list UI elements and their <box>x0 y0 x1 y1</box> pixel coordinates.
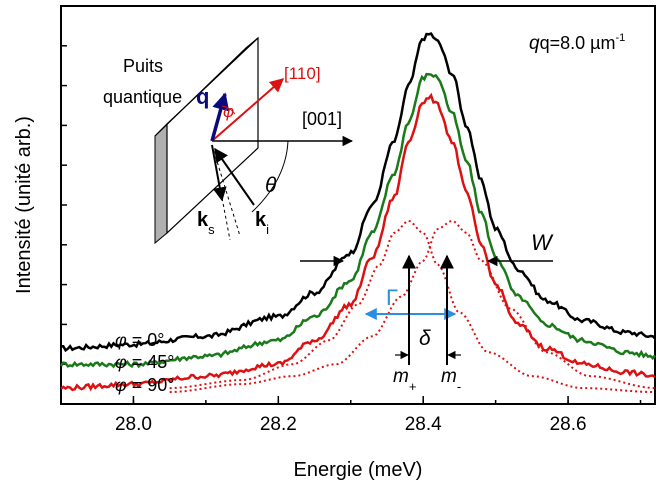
series-line-45 <box>59 72 656 369</box>
gamma-annotation: Γ <box>364 285 457 320</box>
width-annotation: W <box>300 230 554 267</box>
x-tick-label: 28.2 <box>260 414 297 435</box>
x-axis-label: Energie (meV) <box>294 459 423 481</box>
legend-phi-45: φ = 45° <box>115 352 174 372</box>
well-slab-top <box>154 37 259 137</box>
ks-vector <box>211 144 227 202</box>
mode-markers: δ m+ m- <box>393 254 461 394</box>
legend-phi-90: φ = 90° <box>115 375 174 395</box>
ki-vector <box>214 147 255 206</box>
x-tick-label: 28.6 <box>550 414 587 435</box>
series-line-90 <box>60 92 656 392</box>
well-label-1: Puits <box>123 56 163 76</box>
width-label: W <box>531 230 554 255</box>
axis-110-label: [110] <box>284 64 321 83</box>
x-tick-label: 28.4 <box>405 414 442 435</box>
ki-dashed <box>211 144 231 241</box>
legend: φ = 0° φ = 45° φ = 90° <box>115 330 174 395</box>
ks-dashed <box>211 144 241 237</box>
well-label-2: quantique <box>103 87 182 107</box>
phi-arc <box>221 105 236 115</box>
ki-label: ki <box>255 209 269 237</box>
theta-label: θ <box>265 174 277 197</box>
y-axis-ticks <box>61 5 67 405</box>
axis-110 <box>211 78 285 142</box>
m-plus-label: m+ <box>393 366 416 394</box>
ks-label: ks <box>197 209 215 237</box>
theta-arc <box>251 140 289 213</box>
series-line-m+ <box>169 219 655 394</box>
y-axis-label: Intensité (unité arb.) <box>13 116 35 294</box>
q-vector-label: q <box>196 84 209 109</box>
series-line-0 <box>60 32 656 353</box>
phi-angle-label: φ <box>223 102 234 121</box>
gamma-label: Γ <box>386 285 398 310</box>
series-layer <box>59 32 656 394</box>
geometry-inset: Puits quantique [001] [110] q φ θ ks ki <box>103 36 354 245</box>
delta-label: δ <box>419 327 431 350</box>
legend-phi-0: φ = 0° <box>115 330 164 350</box>
q-value-label: qq=8.0 µm-1 <box>529 32 625 54</box>
axis-001-label: [001] <box>302 109 342 129</box>
x-tick-label: 28.0 <box>115 414 152 435</box>
series-line-m- <box>169 219 655 394</box>
m-minus-label: m- <box>441 366 461 394</box>
q-vector <box>210 92 230 142</box>
x-axis-ticks: 28.0 28.2 28.4 28.6 <box>60 396 642 435</box>
well-slab-front <box>154 122 168 245</box>
